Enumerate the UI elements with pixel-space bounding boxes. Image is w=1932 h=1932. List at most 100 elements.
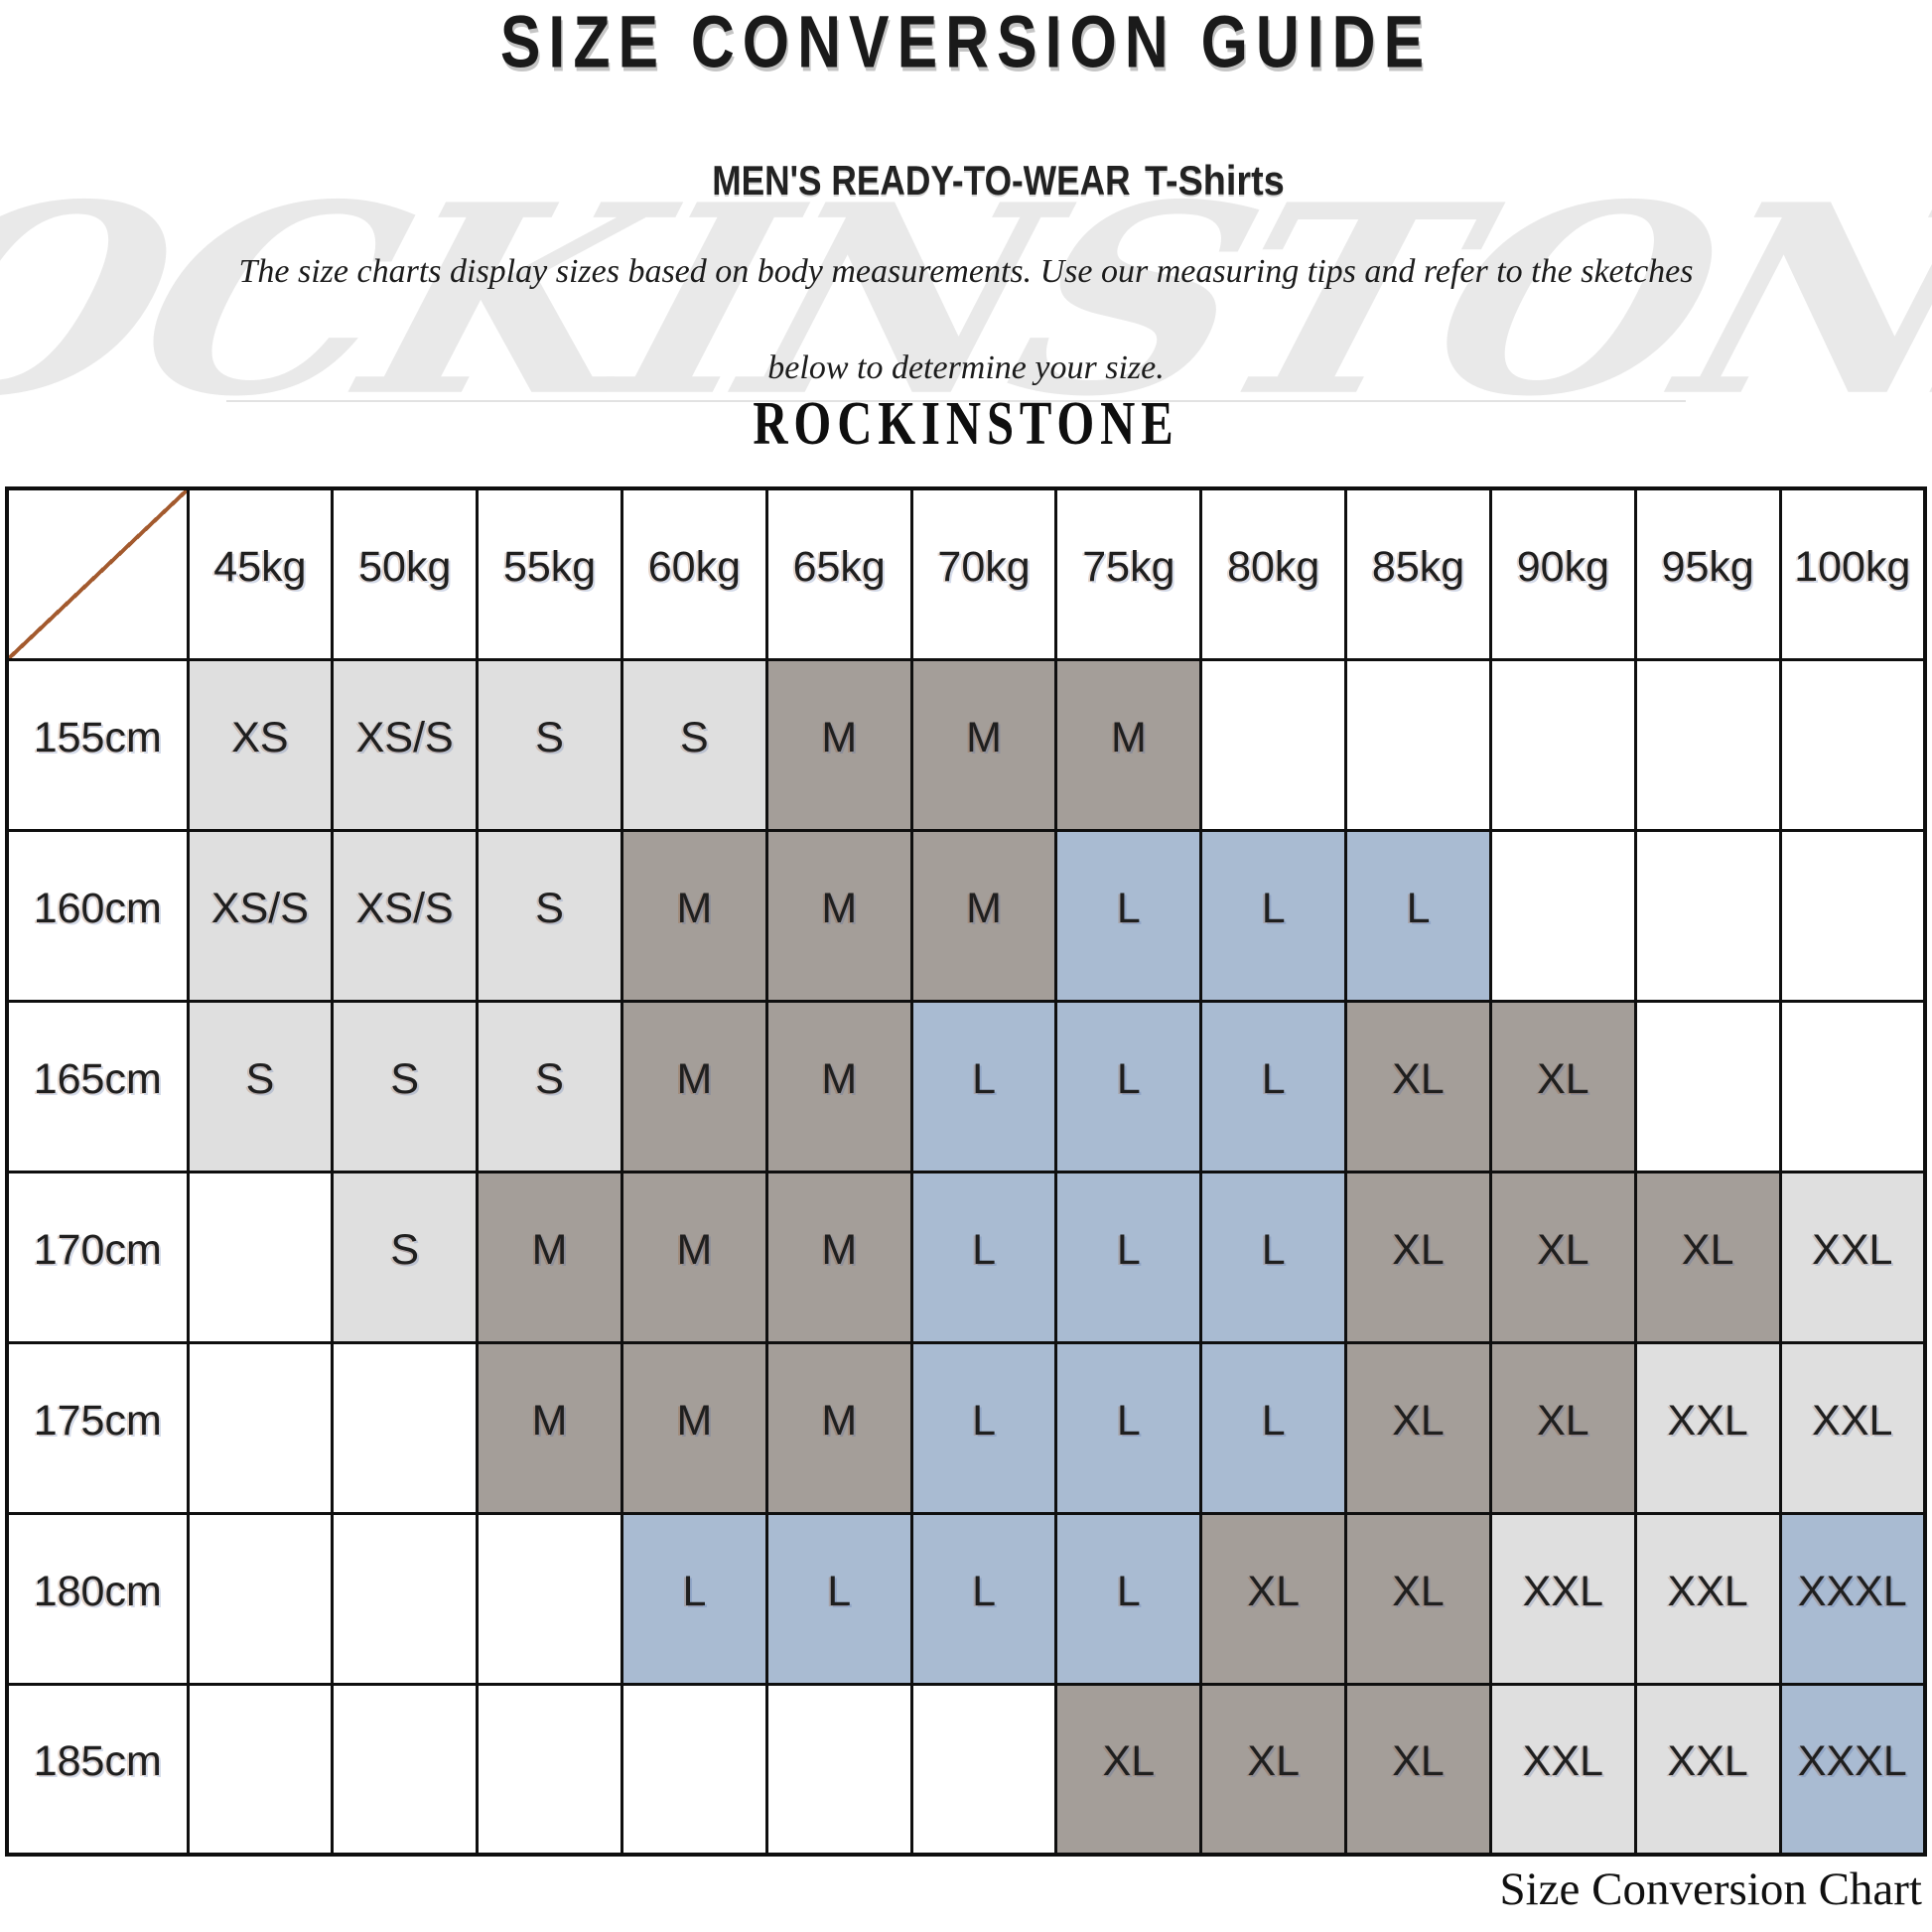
size-cell: XL — [1488, 999, 1637, 1173]
size-cell — [476, 1511, 623, 1686]
size-cell — [764, 1682, 913, 1857]
size-cell: XL — [1488, 1170, 1637, 1344]
height-label: 180cm — [5, 1511, 190, 1686]
size-cell — [1633, 828, 1782, 1003]
weight-header: 75kg — [1054, 486, 1203, 661]
description-line-1: The size charts display sizes based on b… — [238, 253, 1694, 290]
size-cell — [186, 1170, 335, 1344]
subtitle-category: MEN'S READY-TO-WEAR — [712, 157, 1131, 204]
size-cell: M — [476, 1170, 623, 1344]
size-row: 170cm S M M M L L L XL XL XL XXL — [5, 1170, 1927, 1344]
weight-header: 65kg — [764, 486, 913, 661]
size-cell — [1633, 999, 1782, 1173]
size-cell: M — [764, 999, 913, 1173]
size-cell: XL — [1054, 1682, 1203, 1857]
size-row: 175cm M M M L L L XL XL XXL XXL — [5, 1340, 1927, 1515]
size-cell: M — [620, 999, 768, 1173]
corner-diagonal-cell — [5, 486, 190, 661]
size-cell — [1633, 657, 1782, 832]
size-cell: XL — [1488, 1340, 1637, 1515]
weight-header: 45kg — [186, 486, 335, 661]
size-cell: L — [1199, 1170, 1348, 1344]
size-row: 160cm XS/S XS/S S M M M L L L — [5, 828, 1927, 1003]
weight-header: 55kg — [476, 486, 623, 661]
size-row: 180cm L L L L XL XL XXL XXL XXXL — [5, 1511, 1927, 1686]
size-conversion-table: 45kg 50kg 55kg 60kg 65kg 70kg 75kg 80kg 85kg 90kg… — [5, 486, 1927, 1857]
size-cell: S — [620, 657, 768, 832]
weight-header: 85kg — [1344, 486, 1492, 661]
height-label: 175cm — [5, 1340, 190, 1515]
height-label: 170cm — [5, 1170, 190, 1344]
size-cell — [1344, 657, 1492, 832]
size-cell: L — [1054, 999, 1203, 1173]
size-cell: XL — [1344, 1682, 1492, 1857]
size-cell: XS/S — [331, 828, 480, 1003]
size-cell: M — [764, 657, 913, 832]
size-cell: XS/S — [331, 657, 480, 832]
size-cell — [1778, 657, 1927, 832]
size-cell: L — [1199, 1340, 1348, 1515]
size-cell — [620, 1682, 768, 1857]
weight-header-row: 45kg 50kg 55kg 60kg 65kg 70kg 75kg 80kg 85kg 90kg… — [5, 486, 1927, 661]
subtitle: MEN'S READY-TO-WEAR T-Shirts — [0, 157, 1932, 205]
size-cell: XXL — [1778, 1170, 1927, 1344]
size-cell: M — [620, 828, 768, 1003]
size-cell: L — [1344, 828, 1492, 1003]
size-cell: S — [476, 657, 623, 832]
size-cell: S — [331, 999, 480, 1173]
page-title: SIZE CONVERSION GUIDE — [499, 1, 1433, 84]
weight-header: 50kg — [331, 486, 480, 661]
size-cell: XL — [1344, 1511, 1492, 1686]
size-cell: XXL — [1778, 1340, 1927, 1515]
size-cell: M — [909, 657, 1058, 832]
height-label: 185cm — [5, 1682, 190, 1857]
size-cell: M — [620, 1170, 768, 1344]
size-cell: XXXL — [1778, 1682, 1927, 1857]
size-cell: XXL — [1488, 1511, 1637, 1686]
size-cell: S — [476, 828, 623, 1003]
size-cell: M — [764, 1170, 913, 1344]
size-cell — [331, 1511, 480, 1686]
size-cell: XXL — [1633, 1511, 1782, 1686]
size-cell — [1488, 657, 1637, 832]
chart-caption: Size Conversion Chart — [1499, 1863, 1922, 1915]
size-cell: L — [1054, 828, 1203, 1003]
weight-header: 80kg — [1199, 486, 1348, 661]
weight-header: 60kg — [620, 486, 768, 661]
size-cell: L — [909, 999, 1058, 1173]
divider-line — [226, 400, 1686, 402]
size-cell — [1488, 828, 1637, 1003]
size-row: 165cm S S S M M L L L XL XL — [5, 999, 1927, 1173]
size-cell: L — [1199, 999, 1348, 1173]
size-cell — [476, 1682, 623, 1857]
size-row: 185cm XL XL XL XXL XXL XXXL — [5, 1682, 1927, 1857]
size-cell: XL — [1344, 999, 1492, 1173]
size-cell: M — [620, 1340, 768, 1515]
size-cell: L — [909, 1340, 1058, 1515]
size-cell — [909, 1682, 1058, 1857]
size-cell: L — [909, 1511, 1058, 1686]
size-cell — [1778, 828, 1927, 1003]
size-cell — [331, 1340, 480, 1515]
size-cell: M — [476, 1340, 623, 1515]
size-cell: S — [476, 999, 623, 1173]
size-cell: XL — [1199, 1511, 1348, 1686]
weight-header: 100kg — [1778, 486, 1927, 661]
size-cell: XS — [186, 657, 335, 832]
size-cell: L — [764, 1511, 913, 1686]
size-cell: L — [1054, 1170, 1203, 1344]
brand-name: ROCKINSTONE — [753, 387, 1179, 459]
height-label: 165cm — [5, 999, 190, 1173]
size-cell: XXXL — [1778, 1511, 1927, 1686]
size-cell: XL — [1633, 1170, 1782, 1344]
weight-header: 90kg — [1488, 486, 1637, 661]
size-cell: XXL — [1633, 1340, 1782, 1515]
size-cell: M — [1054, 657, 1203, 832]
size-cell: L — [620, 1511, 768, 1686]
subtitle-product: T-Shirts — [1144, 157, 1285, 204]
size-cell: XXL — [1633, 1682, 1782, 1857]
size-cell — [1199, 657, 1348, 832]
size-cell: S — [331, 1170, 480, 1344]
size-cell: XL — [1344, 1170, 1492, 1344]
